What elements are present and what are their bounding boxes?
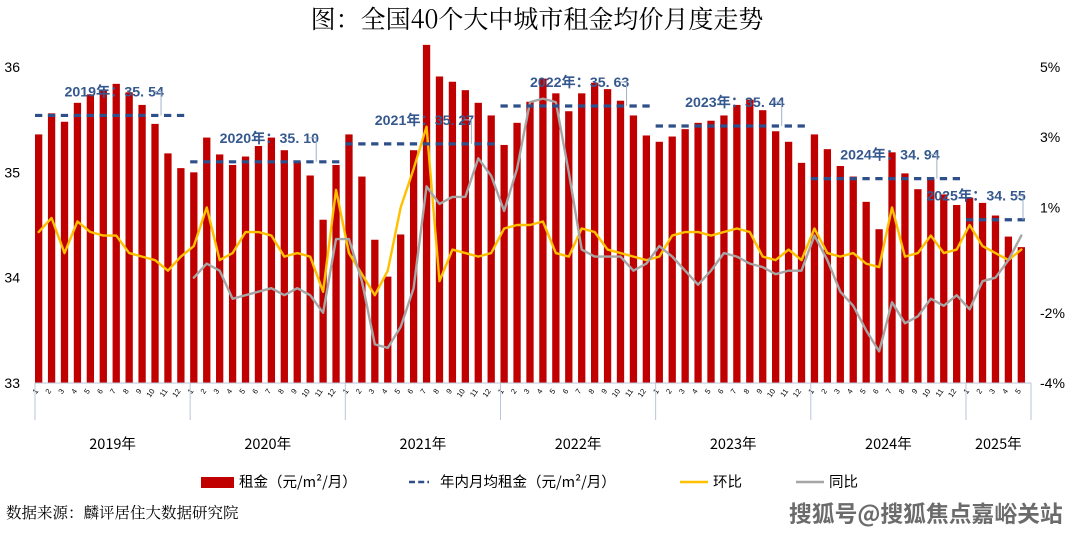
svg-text:2025年：34. 55: 2025年：34. 55: [926, 188, 1025, 205]
svg-text:2020年：35. 10: 2020年：35. 10: [220, 130, 319, 147]
svg-text:33: 33: [4, 375, 20, 391]
svg-text:-2%: -2%: [1040, 305, 1065, 321]
svg-text:搜狐号@搜狐焦点嘉峪关站: 搜狐号@搜狐焦点嘉峪关站: [789, 496, 1063, 529]
svg-text:2021年：35. 27: 2021年：35. 27: [375, 112, 474, 129]
svg-text:2020年: 2020年: [244, 433, 291, 454]
svg-text:2019年：35. 54: 2019年：35. 54: [64, 83, 163, 100]
svg-text:租金（元/m²/月）: 租金（元/m²/月）: [239, 471, 357, 492]
svg-text:年内月均租金（元/m²/月）: 年内月均租金（元/m²/月）: [440, 471, 616, 492]
svg-text:2023年: 2023年: [710, 433, 757, 454]
svg-text:2022年: 2022年: [555, 433, 602, 454]
svg-text:同比: 同比: [829, 471, 858, 492]
svg-text:3%: 3%: [1040, 129, 1060, 145]
svg-text:数据来源：麟评居住大数据研究院: 数据来源：麟评居住大数据研究院: [6, 501, 239, 523]
svg-text:36: 36: [4, 59, 20, 75]
svg-text:2023年：35. 44: 2023年：35. 44: [685, 94, 784, 111]
svg-text:1%: 1%: [1040, 199, 1060, 215]
svg-text:环比: 环比: [713, 471, 742, 492]
svg-text:2024年：34. 94: 2024年：34. 94: [840, 147, 939, 164]
svg-text:2021年: 2021年: [400, 433, 447, 454]
svg-text:2024年: 2024年: [865, 433, 912, 454]
svg-text:2019年: 2019年: [89, 433, 136, 454]
svg-text:34: 34: [4, 270, 20, 286]
svg-text:2022年：35. 63: 2022年：35. 63: [530, 74, 629, 91]
svg-text:5%: 5%: [1040, 59, 1060, 75]
svg-text:-4%: -4%: [1040, 375, 1065, 391]
svg-text:2025年: 2025年: [975, 433, 1022, 454]
svg-text:图：全国40个大中城市租金均价月度走势: 图：全国40个大中城市租金均价月度走势: [311, 0, 764, 36]
svg-text:35: 35: [4, 164, 20, 180]
